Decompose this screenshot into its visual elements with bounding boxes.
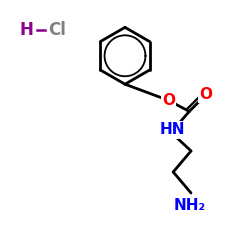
Text: O: O [200,87,212,102]
Text: NH₂: NH₂ [174,198,206,214]
Text: HN: HN [159,122,185,138]
Text: O: O [162,93,175,108]
Text: Cl: Cl [48,21,66,39]
Text: H: H [19,21,33,39]
